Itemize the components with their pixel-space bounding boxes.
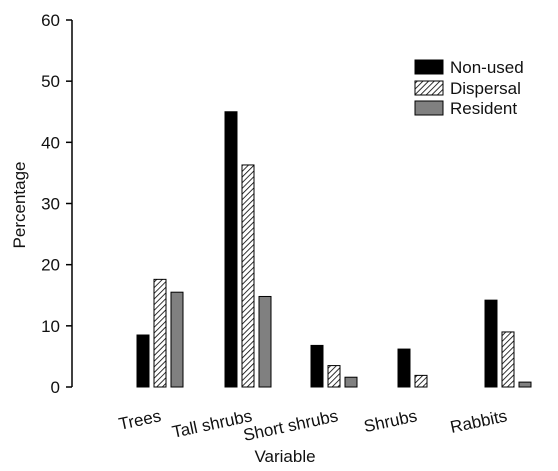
x-tick-label: Short shrubs — [242, 406, 340, 445]
bar-non-used-trees — [136, 334, 150, 388]
bar-resident-trees — [170, 291, 184, 388]
legend-swatch — [414, 80, 444, 96]
bar-dispersal-trees — [153, 278, 167, 388]
y-tick-label: 20 — [41, 256, 60, 275]
bar-resident-tall-shrubs — [258, 295, 272, 388]
y-tick-label: 40 — [41, 133, 60, 152]
bar-non-used-rabbits — [484, 299, 498, 388]
bar-non-used-short-shrubs — [310, 344, 324, 388]
bar-resident-rabbits — [518, 381, 532, 388]
bar-resident-short-shrubs — [344, 376, 358, 388]
legend-swatch — [414, 59, 444, 75]
bar-non-used-shrubs — [397, 348, 411, 388]
y-tick-label: 30 — [41, 195, 60, 214]
x-tick-label: Shrubs — [362, 406, 419, 436]
legend-swatch — [414, 100, 444, 116]
legend-label: Non-used — [450, 58, 524, 77]
legend-label: Resident — [450, 99, 517, 118]
bar-dispersal-shrubs — [414, 374, 428, 388]
y-tick-label: 60 — [41, 11, 60, 30]
y-tick-label: 10 — [41, 317, 60, 336]
x-tick-label: Tall shrubs — [170, 406, 253, 441]
bars — [136, 111, 532, 388]
y-axis-title: Percentage — [10, 162, 29, 249]
bar-dispersal-tall-shrubs — [241, 164, 255, 388]
bar-dispersal-rabbits — [501, 331, 515, 388]
x-tick-label: Rabbits — [449, 406, 509, 437]
bar-non-used-tall-shrubs — [224, 111, 238, 388]
x-tick-label: Trees — [117, 406, 163, 433]
legend-label: Dispersal — [450, 79, 521, 98]
x-axis-title: Variable — [254, 447, 315, 466]
y-tick-label: 50 — [41, 72, 60, 91]
bar-dispersal-short-shrubs — [327, 365, 341, 388]
y-ticks: 0 10 20 30 40 50 60 — [41, 11, 72, 397]
y-tick-label: 0 — [51, 378, 60, 397]
